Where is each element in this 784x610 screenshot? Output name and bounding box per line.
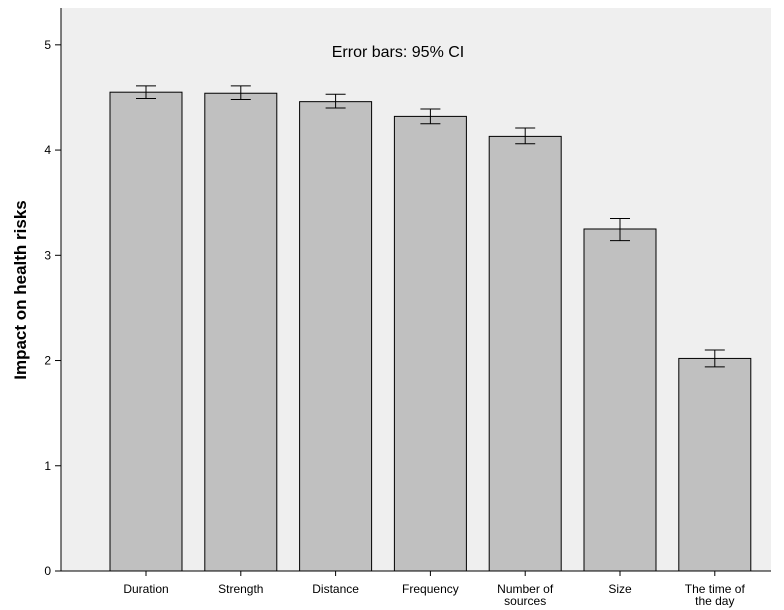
category-label-line: Strength (218, 582, 263, 596)
bar (204, 92, 278, 572)
category-label-line: Size (608, 582, 632, 596)
bar (299, 101, 373, 572)
category-label: Distance (312, 582, 359, 596)
bar (583, 228, 657, 572)
category-label-line: Distance (312, 582, 359, 596)
bar (488, 135, 562, 572)
category-label-line: Duration (123, 582, 168, 596)
y-tick-label: 0 (44, 564, 51, 578)
category-label-line: The time of (685, 582, 746, 596)
x-axis-categories: Duration Strength Distance Frequency Number … (123, 571, 745, 608)
bar (678, 357, 752, 572)
category-label: The time of the day (685, 582, 746, 608)
category-label-line: sources (504, 594, 546, 608)
category-label: Number of sources (497, 582, 554, 608)
category-label-line: Frequency (402, 582, 459, 596)
bar (393, 115, 467, 572)
category-label: Frequency (402, 582, 459, 596)
y-tick-label: 1 (44, 459, 51, 473)
y-tick-label: 2 (44, 354, 51, 368)
category-label: Size (608, 582, 632, 596)
y-axis-title: Impact on health risks (11, 200, 30, 380)
bar (109, 91, 183, 572)
error-bars (136, 85, 725, 368)
y-axis-ticks: 0 1 2 3 4 5 (44, 38, 61, 578)
y-tick-label: 3 (44, 248, 51, 262)
category-label-line: Number of (497, 582, 554, 596)
y-tick-label: 4 (44, 143, 51, 157)
y-tick-label: 5 (44, 38, 51, 52)
category-label: Strength (218, 582, 263, 596)
category-label-line: the day (695, 594, 734, 608)
bars (109, 91, 752, 572)
error-bars-annotation: Error bars: 95% CI (332, 44, 464, 61)
category-label: Duration (123, 582, 168, 596)
